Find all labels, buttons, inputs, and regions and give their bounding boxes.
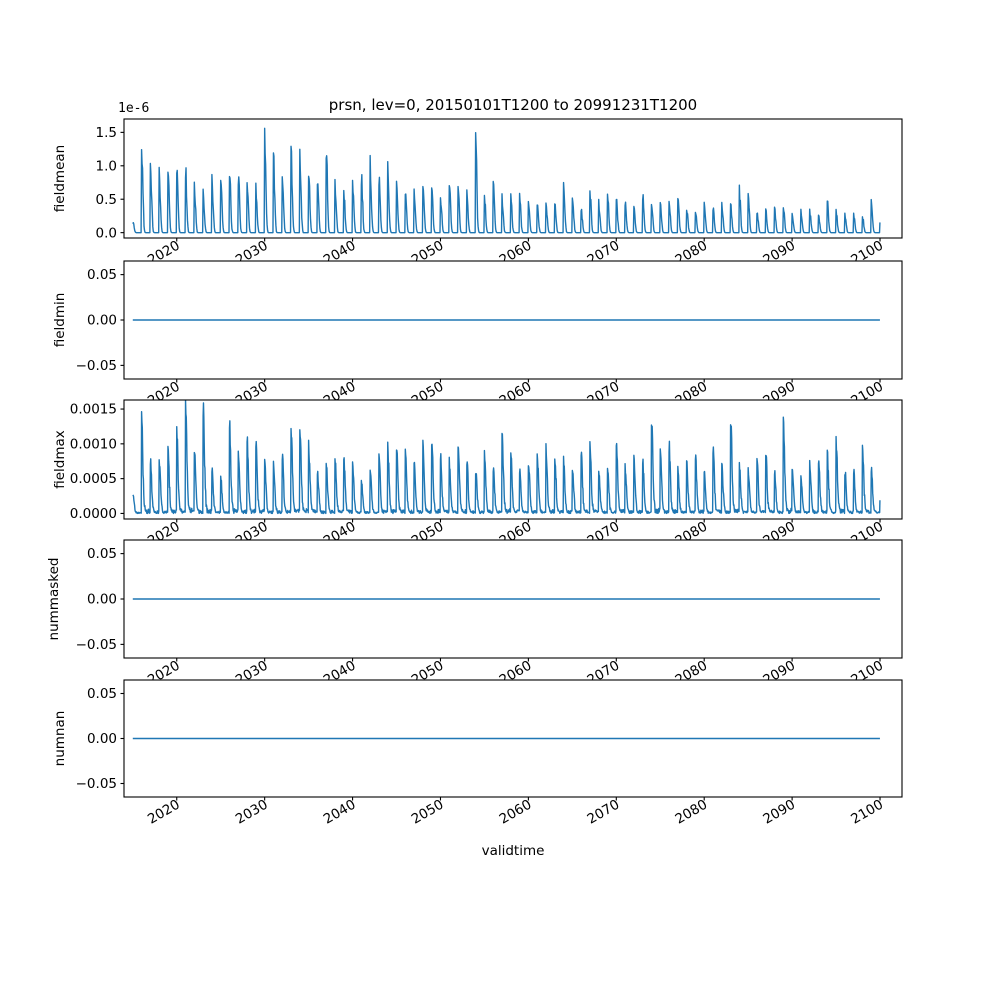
x-tick-label: 2040 xyxy=(321,797,359,828)
x-tick-label: 2030 xyxy=(233,797,271,828)
x-tick-label: 2080 xyxy=(672,797,710,828)
y-tick-label: 0.05 xyxy=(87,546,117,562)
y-tick-label: 1.0 xyxy=(96,158,117,174)
panel-frame xyxy=(123,118,903,239)
x-tick-label: 2050 xyxy=(409,797,447,828)
x-axis-label: validtime xyxy=(482,843,545,859)
y-axis-label-nummasked: nummasked xyxy=(46,558,62,641)
series-fieldmean xyxy=(132,127,881,234)
x-tick-label: 2070 xyxy=(585,797,623,828)
y-tick-label: 0.5 xyxy=(96,192,117,208)
y-axis-offset-text: 1e-6 xyxy=(118,101,149,116)
panel-frame xyxy=(123,399,903,520)
chart-title: prsn, lev=0, 20150101T1200 to 20991231T1… xyxy=(329,96,697,114)
series-fieldmax xyxy=(132,400,881,515)
y-tick-label: 0.0005 xyxy=(70,471,117,487)
x-tick-label: 2020 xyxy=(145,797,183,828)
y-axis-label-numnan: numnan xyxy=(52,711,68,767)
y-axis-label-fieldmin: fieldmin xyxy=(52,293,68,348)
y-tick-label: 0.05 xyxy=(87,686,117,702)
y-tick-label: 0.0000 xyxy=(70,506,117,522)
y-tick-label: −0.05 xyxy=(76,358,117,374)
y-tick-label: 0.05 xyxy=(87,267,117,283)
y-tick-label: 0.00 xyxy=(87,731,117,747)
x-tick-label: 2060 xyxy=(497,797,535,828)
x-tick-label: 2090 xyxy=(760,797,798,828)
y-tick-label: 0.00 xyxy=(87,592,117,608)
y-tick-label: 0.0010 xyxy=(70,436,117,452)
y-tick-label: 0.00 xyxy=(87,313,117,329)
y-axis-label-fieldmean: fieldmean xyxy=(52,145,68,212)
panel-numnan: −0.05 0.00 0.05 numnan 2020 2030 2040 2050 2060 2… xyxy=(52,679,903,828)
y-axis-label-fieldmax: fieldmax xyxy=(52,430,68,489)
y-tick-label: −0.05 xyxy=(76,637,117,653)
y-tick-label: −0.05 xyxy=(76,776,117,792)
y-tick-label: 0.0015 xyxy=(70,402,117,418)
x-tick-label: 2100 xyxy=(848,797,886,828)
y-tick-label: 0.0 xyxy=(96,225,117,241)
y-tick-label: 1.5 xyxy=(96,125,117,141)
